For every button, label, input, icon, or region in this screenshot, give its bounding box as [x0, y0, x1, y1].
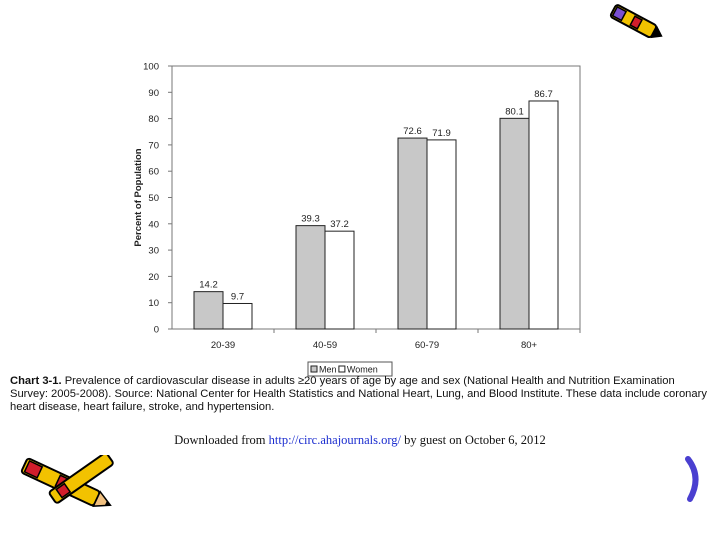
- x-tick-label: 60-79: [415, 340, 439, 351]
- data-label-men: 14.2: [199, 280, 218, 291]
- y-tick-label: 40: [148, 219, 159, 230]
- x-tick-label: 80+: [521, 340, 538, 351]
- caption-text: Prevalence of cardiovascular disease in …: [10, 375, 707, 413]
- data-label-men: 72.6: [403, 126, 422, 137]
- x-tick-label: 20-39: [211, 340, 235, 351]
- bar-women-60-79: [426, 139, 457, 330]
- data-label-women: 86.7: [534, 89, 553, 100]
- bar-men-60-79: [397, 137, 428, 330]
- download-line: Downloaded from http://circ.ahajournals.…: [0, 433, 720, 448]
- chart: 0 10 20 30 40 50 60 70 80 90 100 Percent of Populat…: [133, 62, 581, 377]
- y-tick-label: 50: [148, 193, 159, 204]
- data-label-men: 80.1: [505, 106, 524, 117]
- y-tick-label: 90: [148, 88, 159, 99]
- legend-label-men: Men: [319, 365, 337, 375]
- y-tick-label: 100: [143, 62, 159, 73]
- legend-box: [307, 361, 393, 377]
- pencil-icon: [609, 4, 663, 39]
- data-label-women: 37.2: [330, 219, 349, 230]
- legend-swatch-men: [310, 365, 318, 373]
- y-tick-label: 30: [148, 246, 159, 257]
- pencils-icon: [20, 455, 114, 507]
- x-tick-label: 40-59: [313, 340, 337, 351]
- curl-icon: [685, 456, 699, 502]
- y-axis-label: Percent of Population: [133, 148, 144, 246]
- data-label-women: 9.7: [231, 291, 244, 302]
- chart-caption: Chart 3-1. Prevalence of cardiovascular …: [10, 375, 710, 414]
- y-tick-label: 0: [154, 325, 159, 336]
- bar-men-40-59: [295, 225, 326, 330]
- bar-women-80+: [528, 100, 559, 330]
- y-tick-label: 60: [148, 167, 159, 178]
- bar-men-20-39: [193, 291, 224, 330]
- bar-women-40-59: [324, 230, 355, 330]
- bar-women-20-39: [222, 302, 253, 330]
- legend-label-women: Women: [347, 365, 378, 375]
- caption-label: Chart 3-1.: [10, 375, 62, 387]
- y-tick-label: 20: [148, 272, 159, 283]
- data-label-women: 71.9: [432, 128, 451, 139]
- download-link[interactable]: http://circ.ahajournals.org/: [268, 433, 401, 447]
- bar-men-80+: [499, 117, 530, 330]
- download-prefix: Downloaded from: [174, 433, 269, 447]
- y-tick-label: 70: [148, 140, 159, 151]
- data-label-men: 39.3: [301, 214, 320, 225]
- download-suffix: by guest on October 6, 2012: [401, 433, 546, 447]
- bar-chart: 0 10 20 30 40 50 60 70 80 90 100 Percent of Populat…: [133, 62, 581, 377]
- y-tick-label: 80: [148, 114, 159, 125]
- y-tick-label: 10: [148, 298, 159, 309]
- legend-swatch-women: [338, 365, 346, 373]
